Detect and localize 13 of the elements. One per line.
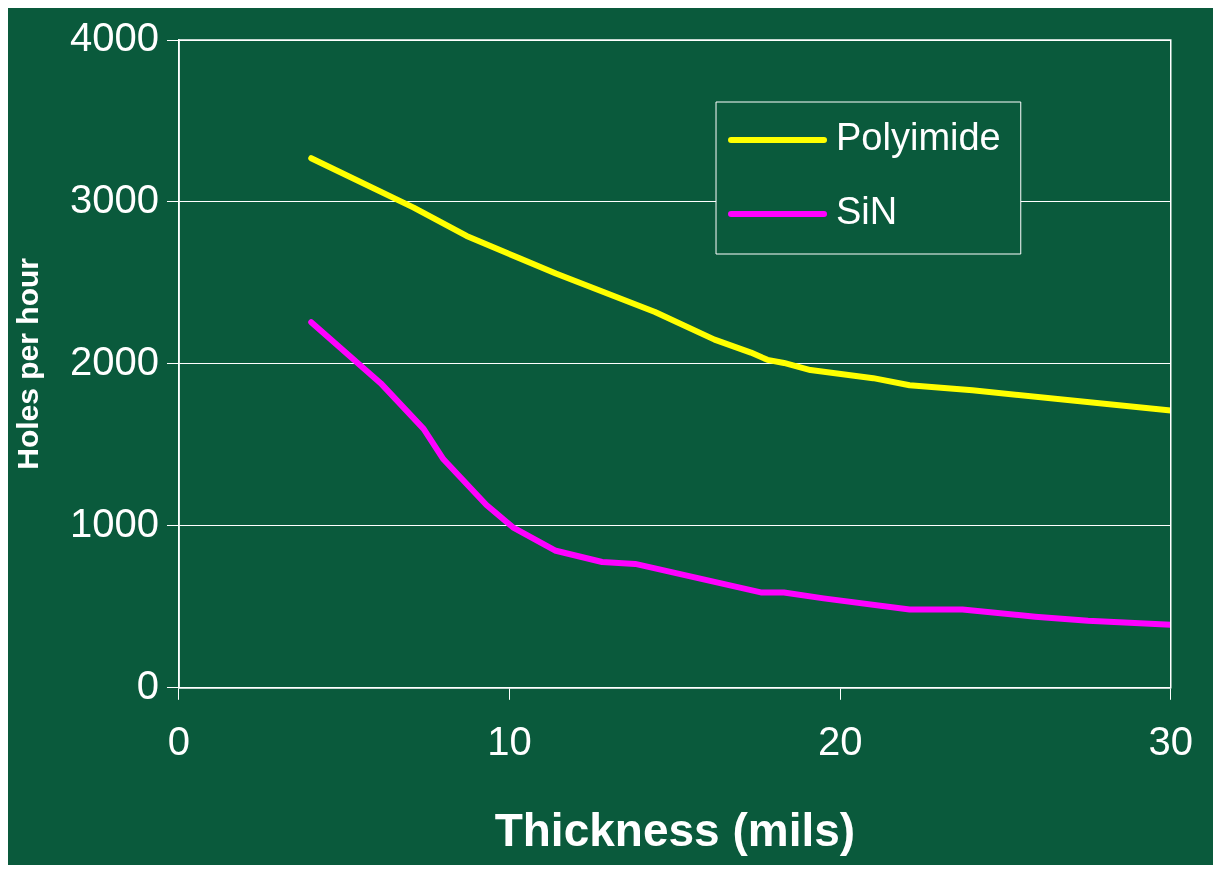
y-tick-label: 1000 [70,500,159,545]
x-tick-label: 0 [167,718,191,763]
y-tick-label: 3000 [70,176,159,221]
x-axis-title: Thickness (mils) [494,804,856,857]
y-tick-label: 0 [136,662,159,707]
legend-label: SiN [836,190,898,233]
legend-label: Polyimide [836,116,1001,159]
y-tick-label: 2000 [70,338,159,383]
x-tick-label: 20 [817,718,863,763]
y-tick-label: 4000 [70,15,159,60]
x-tick-label: 30 [1148,718,1193,763]
x-tick-label: 10 [487,718,532,763]
y-axis-title: Holes per hour [11,257,45,470]
